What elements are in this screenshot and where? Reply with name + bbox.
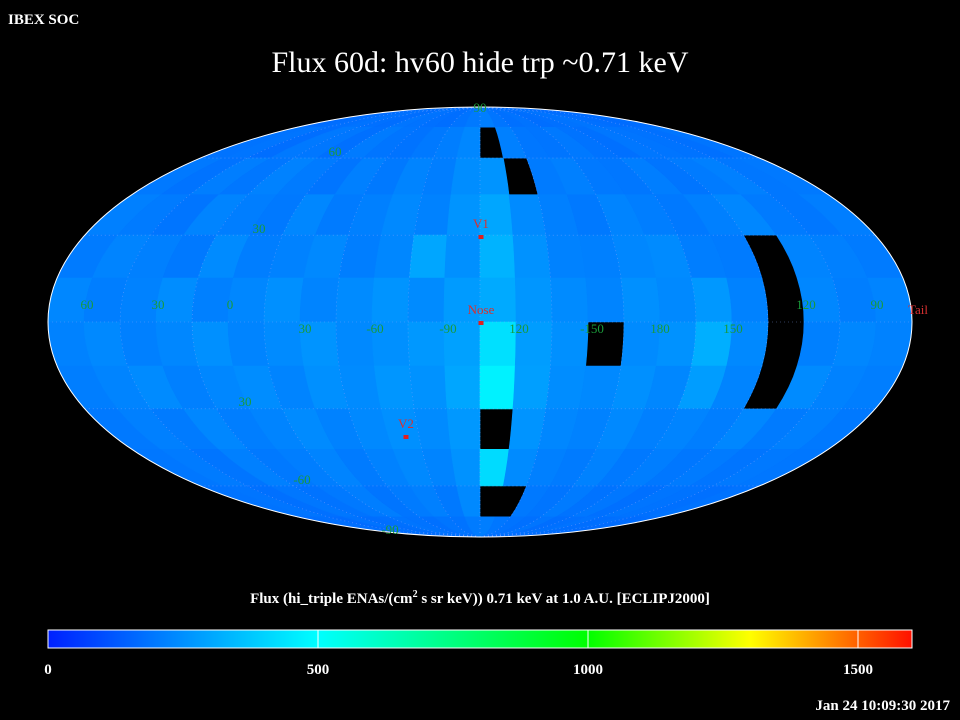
flux-cell (512, 234, 551, 279)
flux-cell (373, 365, 415, 410)
lat-label: -60 (293, 472, 310, 487)
lon-label: 60 (81, 297, 94, 312)
marker-dot (478, 321, 484, 325)
flux-cell (155, 321, 199, 367)
flux-cell (227, 321, 269, 367)
graticule (407, 106, 481, 538)
graticule (479, 106, 553, 538)
graticule (479, 106, 625, 538)
graticule (479, 106, 841, 538)
graticule (335, 106, 481, 538)
sky-map: 90 60 30 30 -60 -90 60 30 0 30 -60 -90 120 -150 180 150… (47, 100, 928, 538)
flux-cell (373, 234, 415, 279)
graticule (119, 106, 481, 538)
marker-dot (478, 235, 484, 239)
lon-label: 180 (650, 321, 670, 336)
flux-cell (479, 234, 516, 279)
flux-cell (479, 365, 516, 410)
colorbar-tick-label: 500 (307, 662, 330, 678)
graticule (479, 106, 769, 538)
graticule (191, 106, 481, 538)
graticule (263, 106, 481, 538)
flux-cell (335, 277, 375, 323)
lon-label: -90 (439, 321, 456, 336)
flux-cell (191, 321, 234, 367)
flux-cell (550, 277, 589, 323)
graticule (479, 106, 697, 538)
colorbar-ramp (47, 629, 913, 649)
source-label: IBEX SOC (8, 12, 79, 28)
lon-label: 150 (723, 321, 743, 336)
flux-cell (545, 365, 587, 410)
lon-label: 30 (152, 297, 165, 312)
lon-label: 90 (871, 297, 884, 312)
flux-cell (409, 365, 448, 410)
colorbar-tick-label: 1500 (843, 662, 873, 678)
lon-label: 0 (227, 297, 234, 312)
flux-cell (299, 277, 340, 323)
flux-cell (263, 277, 305, 323)
colorbar-tick-label: 1000 (573, 662, 603, 678)
flux-cell (512, 365, 551, 410)
lon-label: 120 (509, 321, 529, 336)
label-part: s sr keV)) 0.71 keV at 1.0 A.U. [ECLIPJ2… (418, 591, 710, 607)
flux-cell (585, 277, 625, 323)
flux-cell (227, 277, 269, 323)
marker-label: Nose (468, 302, 495, 317)
lat-label: 90 (474, 100, 487, 115)
flux-cell (796, 321, 841, 367)
lat-label: 30 (253, 221, 266, 236)
lon-label: -150 (580, 321, 604, 336)
lon-label: 30 (299, 321, 312, 336)
flux-cell (446, 408, 481, 450)
lat-label: 60 (329, 144, 342, 159)
flux-cell (444, 234, 481, 279)
flux-cell (407, 277, 446, 323)
marker-dot (403, 435, 409, 439)
marker-label: V2 (398, 416, 414, 431)
lat-label: 30 (239, 394, 252, 409)
flux-cell (545, 234, 587, 279)
lon-label: 120 (796, 297, 816, 312)
colorbar-label: Flux (hi_triple ENAs/(cm2 s sr keV)) 0.7… (250, 589, 710, 607)
flux-cell (514, 277, 553, 323)
flux-cell (371, 277, 410, 323)
flux-cell (444, 365, 481, 410)
map-outline (47, 106, 913, 538)
label-superscript: 2 (413, 589, 418, 600)
flux-cell (655, 277, 697, 323)
flux-cell (409, 234, 448, 279)
timestamp: Jan 24 10:09:30 2017 (815, 698, 950, 714)
label-part: Flux (hi_triple ENAs/(cm (250, 591, 413, 607)
flux-cell (620, 277, 661, 323)
flux-cell (726, 277, 769, 323)
colorbar: 0 500 1000 1500 (44, 629, 913, 678)
flux-cell (691, 277, 733, 323)
marker-label: V1 (473, 216, 489, 231)
colorbar-tick-label: 0 (44, 662, 52, 678)
lon-label: -60 (366, 321, 383, 336)
title: Flux 60d: hv60 hide trp ~0.71 keV (271, 46, 688, 79)
lat-label: -90 (381, 522, 398, 537)
marker-label: Tail (908, 302, 928, 317)
